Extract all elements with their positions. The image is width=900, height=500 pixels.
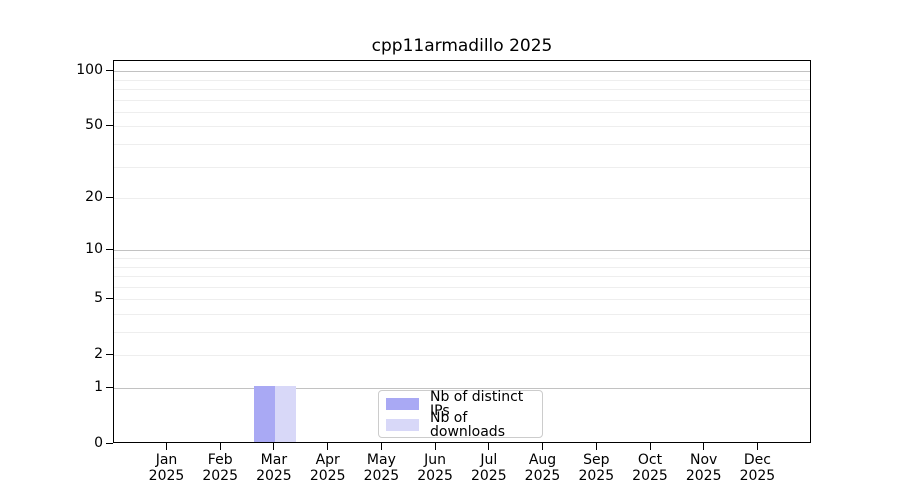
x-tick-year: 2025 <box>363 468 400 484</box>
x-tick-label: Dec 2025 <box>740 452 776 484</box>
gridline <box>114 88 810 90</box>
x-tick-month: May <box>366 452 396 468</box>
gridline <box>114 388 810 389</box>
x-tick-label: Mar 2025 <box>256 452 292 484</box>
x-tick-mark <box>219 443 221 450</box>
x-tick-label: Feb 2025 <box>202 452 238 484</box>
x-tick-mark <box>166 443 167 450</box>
gridline <box>114 126 810 128</box>
x-tick-year: 2025 <box>148 468 185 484</box>
x-tick-mark <box>273 443 275 450</box>
legend-swatch-downloads <box>386 418 419 431</box>
y-tick-label: 20 <box>85 189 103 205</box>
y-tick-mark <box>106 442 113 444</box>
x-tick-year: 2025 <box>470 468 507 484</box>
gridline <box>114 332 810 333</box>
x-tick-label: Nov 2025 <box>686 452 722 484</box>
y-tick-mark <box>106 297 113 299</box>
bar-downloads <box>274 386 296 442</box>
x-tick-mark <box>595 443 597 450</box>
legend-item: Nb of downloads <box>386 411 542 439</box>
y-tick-label: 5 <box>94 290 103 307</box>
y-tick-label: 10 <box>85 241 103 258</box>
x-tick-year: 2025 <box>417 468 453 484</box>
gridline <box>114 355 810 357</box>
gridline <box>114 250 810 252</box>
x-tick-label: May 2025 <box>364 452 400 484</box>
x-tick-year: 2025 <box>202 468 239 484</box>
x-tick-year: 2025 <box>632 468 668 484</box>
y-tick-label: 50 <box>85 117 103 134</box>
chart-title: cpp11armadillo 2025 <box>371 36 553 56</box>
x-tick-month: Jan <box>155 452 178 468</box>
gridline <box>114 111 810 113</box>
plot-area <box>113 60 811 443</box>
x-tick-mark <box>649 443 651 450</box>
y-tick-label: 2 <box>94 346 103 363</box>
gridline <box>114 79 810 81</box>
gridline <box>114 276 810 277</box>
gridline <box>114 299 810 301</box>
gridline <box>114 99 810 101</box>
x-tick-label: Jun 2025 <box>417 452 453 484</box>
x-tick-label: Apr 2025 <box>310 452 346 484</box>
x-tick-month: Jun <box>424 452 447 468</box>
x-tick-month: Mar <box>260 452 288 468</box>
legend-label: Nb of distinct IPs <box>430 388 524 419</box>
x-tick-year: 2025 <box>739 468 776 484</box>
x-tick-month: Jul <box>480 452 498 468</box>
x-tick-month: Sep <box>583 452 610 468</box>
x-tick-year: 2025 <box>524 468 561 484</box>
x-tick-label: Oct 2025 <box>632 452 668 484</box>
bar-distinct-ips <box>253 386 275 442</box>
x-tick-year: 2025 <box>256 468 292 484</box>
y-tick-mark <box>106 248 113 250</box>
gridline <box>114 258 810 259</box>
gridline <box>114 71 810 73</box>
x-tick-label: Sep 2025 <box>578 452 614 484</box>
x-tick-mark <box>542 443 543 450</box>
legend-item: Nb of distinct IPs <box>386 390 542 418</box>
x-tick-year: 2025 <box>309 468 346 484</box>
x-tick-mark <box>703 443 705 450</box>
x-tick-label: Jan 2025 <box>149 452 185 484</box>
x-tick-month: Nov <box>690 452 718 468</box>
x-tick-mark <box>756 443 758 450</box>
x-tick-year: 2025 <box>685 468 722 484</box>
y-tick-label: 1 <box>94 379 103 395</box>
x-tick-month: Feb <box>207 452 233 468</box>
gridline <box>114 198 810 199</box>
x-tick-month: Apr <box>315 452 340 468</box>
x-tick-mark <box>488 443 490 450</box>
gridline <box>114 286 810 288</box>
gridline <box>114 143 810 145</box>
legend: Nb of distinct IPs Nb of downloads <box>378 390 543 439</box>
x-tick-month: Dec <box>743 452 771 468</box>
y-tick-label: 100 <box>76 62 103 79</box>
x-tick-label: Aug 2025 <box>525 452 561 484</box>
x-tick-month: Oct <box>637 452 663 468</box>
legend-label: Nb of downloads <box>430 409 505 440</box>
y-tick-mark <box>106 69 113 71</box>
y-tick-mark <box>106 124 113 126</box>
gridline <box>114 266 810 268</box>
y-tick-mark <box>106 196 113 198</box>
x-tick-mark <box>434 443 436 450</box>
x-tick-mark <box>380 443 382 450</box>
legend-swatch-distinct-ips <box>386 397 419 410</box>
x-tick-label: Jul 2025 <box>471 452 507 484</box>
gridline <box>114 314 810 315</box>
y-tick-mark <box>106 353 113 355</box>
y-tick-mark <box>106 386 113 388</box>
gridline <box>114 166 810 168</box>
x-tick-mark <box>327 443 329 450</box>
x-tick-year: 2025 <box>578 468 615 484</box>
x-tick-month: Aug <box>528 452 557 468</box>
y-tick-label: 0 <box>94 435 103 451</box>
